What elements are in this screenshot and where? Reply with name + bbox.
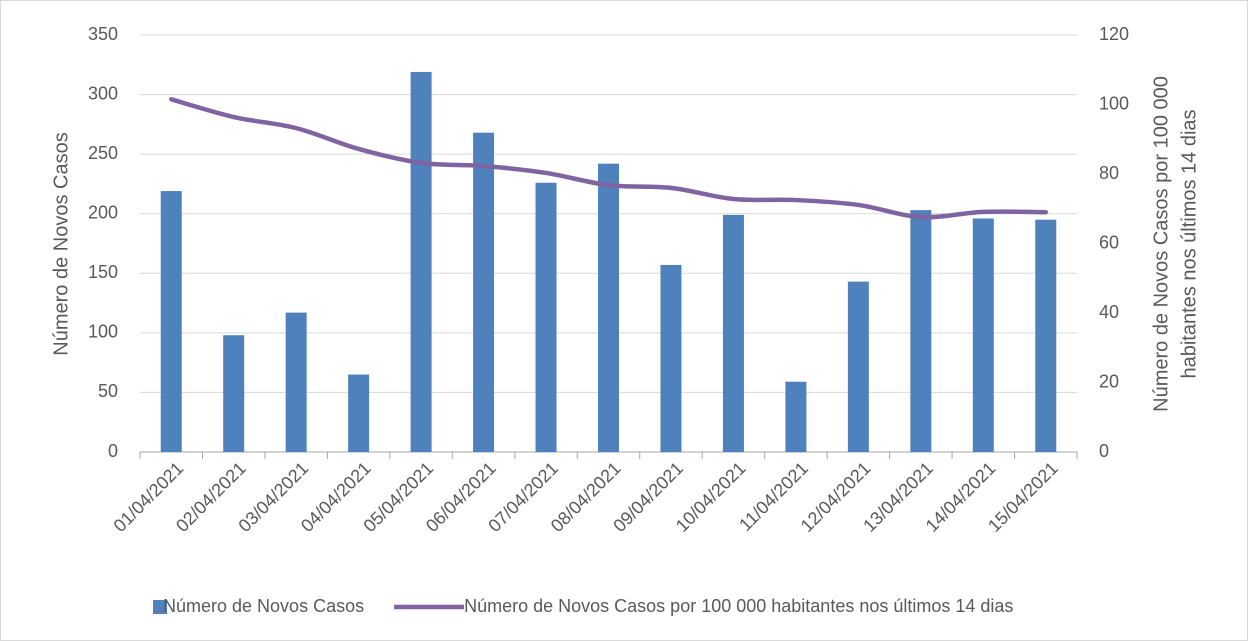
y-tick-label: 50 [98,381,118,401]
bar [285,312,307,452]
bar [535,182,557,453]
y2-tick-label: 60 [1099,232,1119,252]
y-tick-label: 150 [88,262,118,282]
bar [348,374,370,452]
y-tick-label: 100 [88,322,118,342]
y-tick-label: 0 [108,441,118,461]
bar [473,132,495,452]
bar [785,381,807,452]
legend-swatch [155,600,167,614]
bar [722,214,744,452]
y2-tick-label: 120 [1099,24,1129,44]
bar [410,71,432,452]
y-axis-title: Número de Novos Casos [50,132,72,355]
y2-tick-label: 0 [1099,441,1109,461]
y-tick-label: 200 [88,202,118,222]
line [168,97,1049,220]
y-tick-label: 300 [88,83,118,103]
legend-label: Número de Novos Casos [163,596,364,616]
y2-axis-title: Número de Novos Casos por 100 000 [1150,76,1172,412]
legend-swatch [153,600,157,614]
bar [972,218,994,452]
y2-tick-label: 100 [1099,93,1129,113]
y-tick-label: 250 [88,143,118,163]
y2-axis-title: habitantes nos últimos 14 dias [1178,109,1200,378]
bar [598,163,619,452]
y2-tick-label: 20 [1099,371,1119,391]
y2-tick-label: 80 [1099,163,1119,183]
bar [160,191,182,452]
bar [660,264,682,452]
bar [223,335,245,452]
y-tick-label: 350 [88,24,118,44]
bar [910,210,932,452]
legend-label: Número de Novos Casos por 100 000 habita… [464,596,1013,616]
bar [847,281,869,452]
bar [1035,219,1057,452]
y2-tick-label: 40 [1099,302,1119,322]
